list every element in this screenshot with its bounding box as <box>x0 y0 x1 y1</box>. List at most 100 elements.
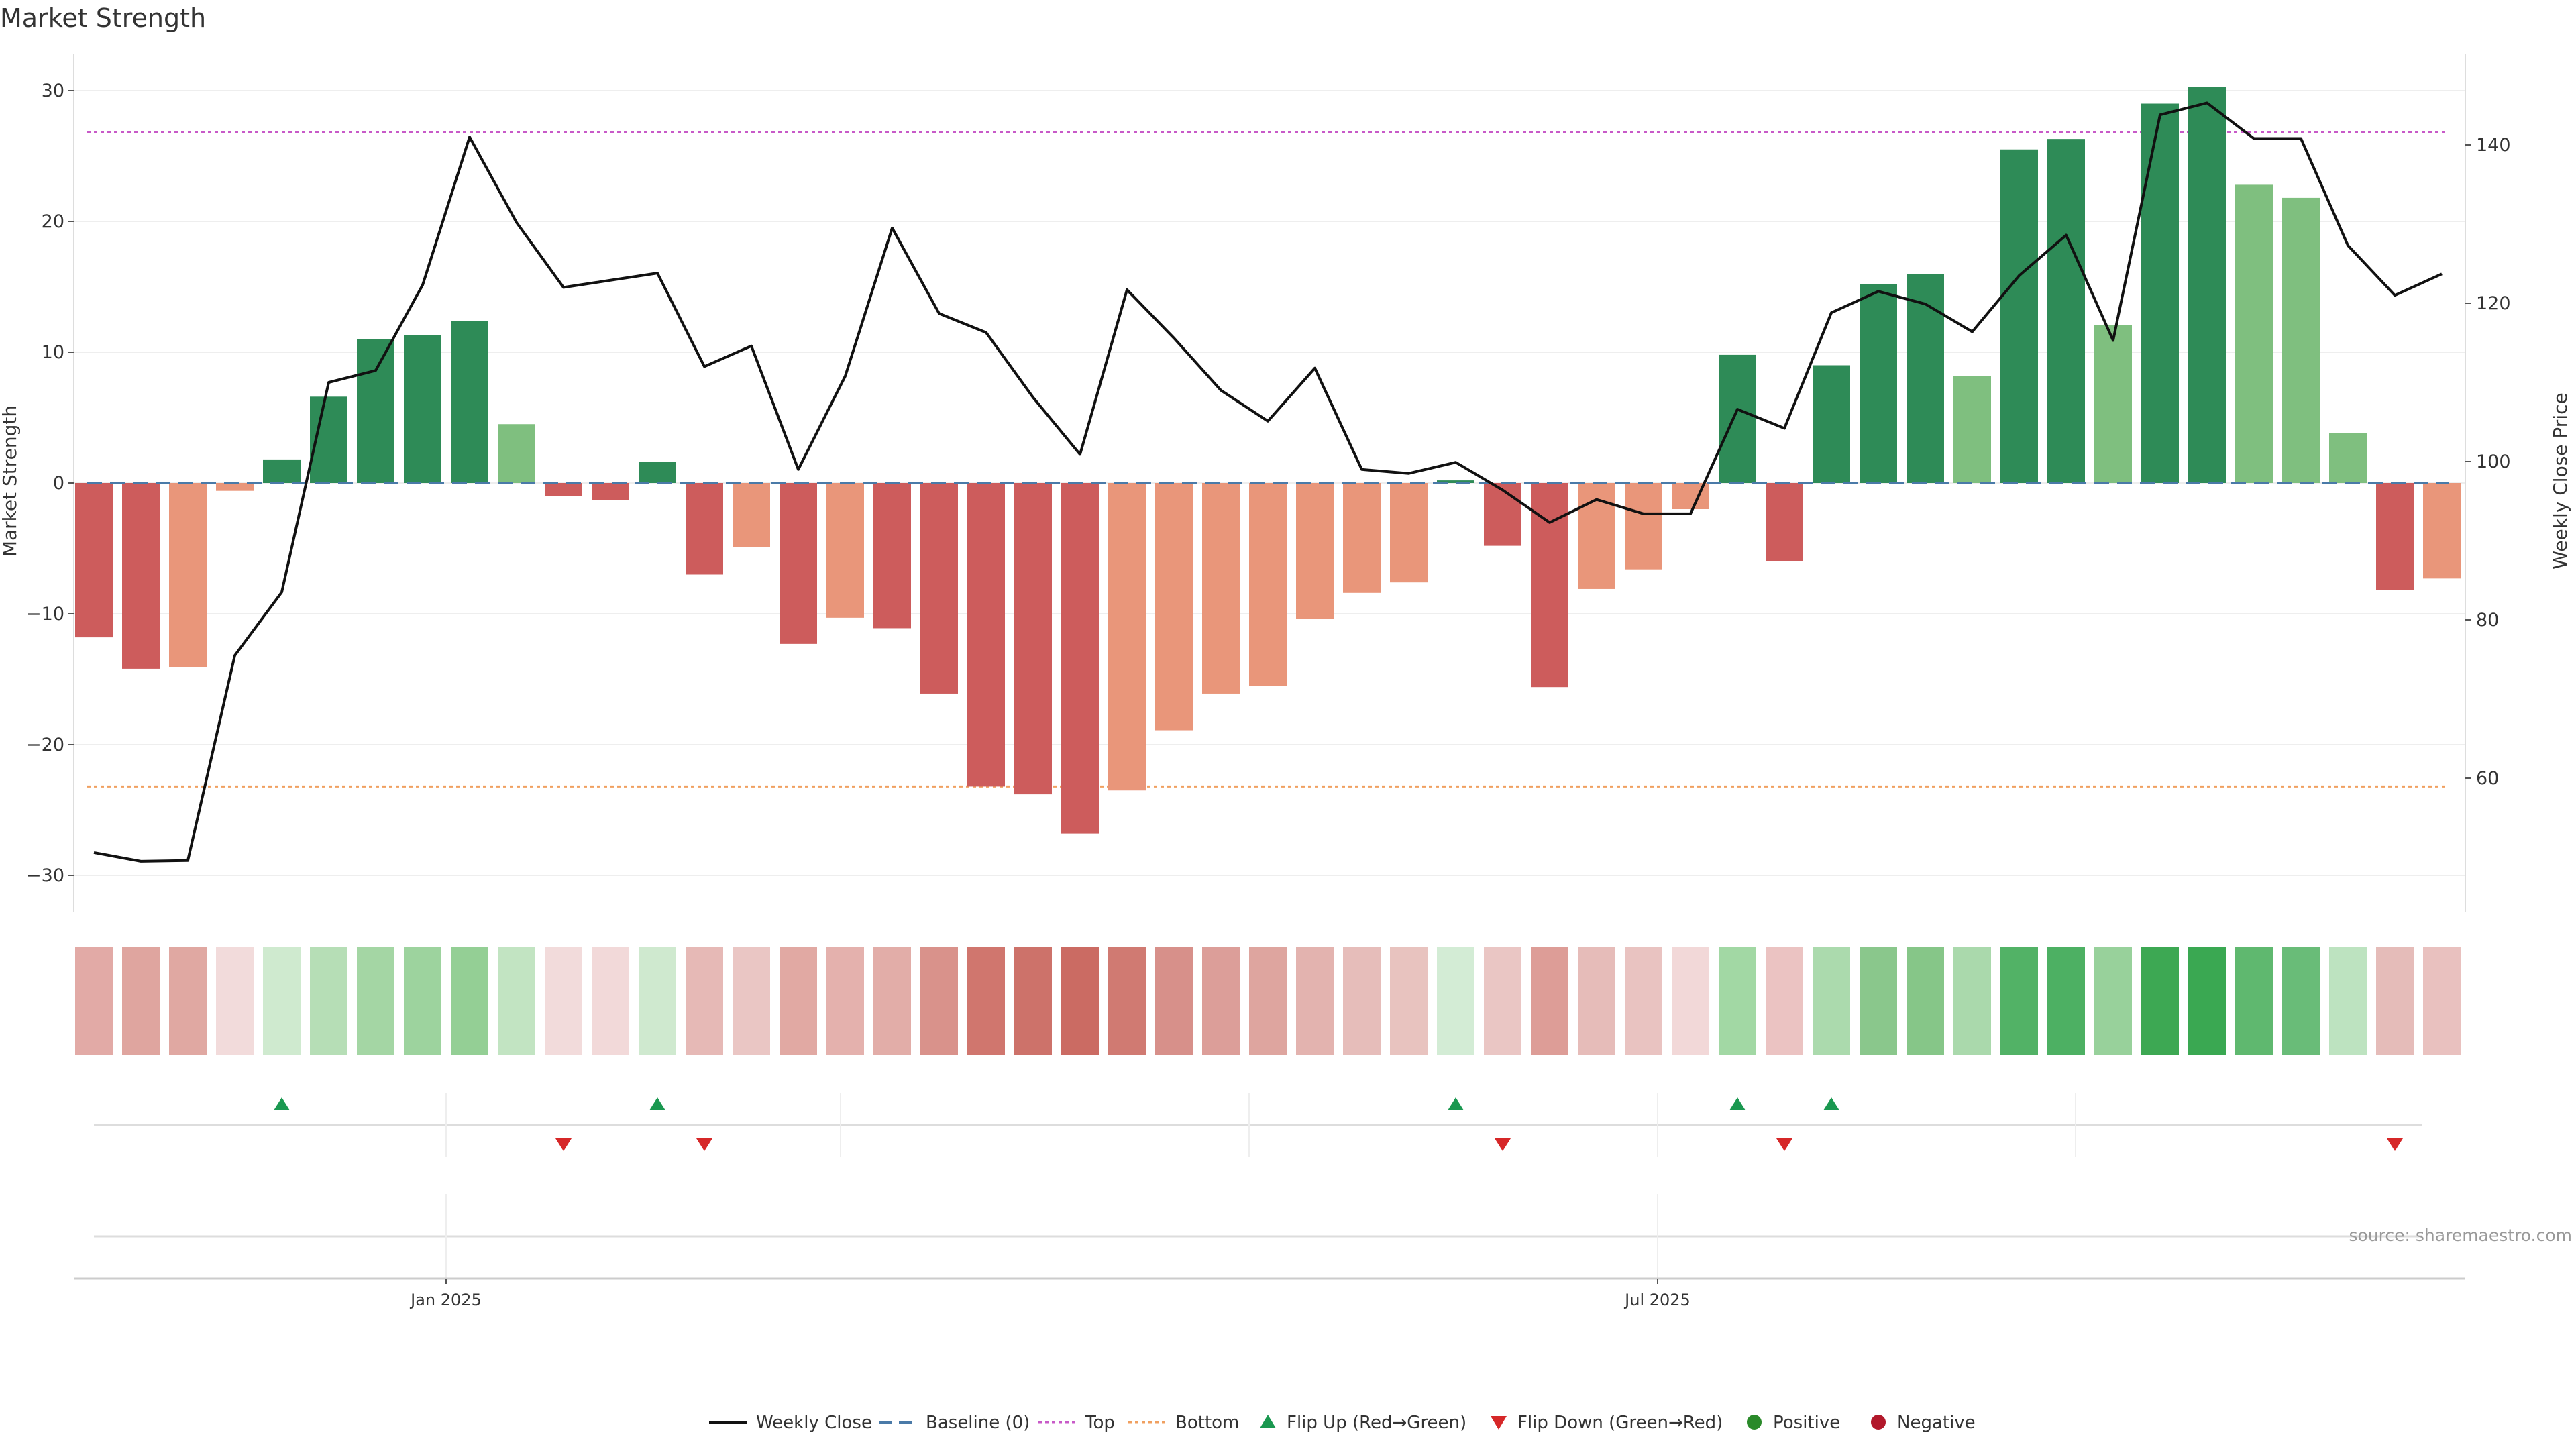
heat-cell <box>1155 947 1193 1055</box>
legend-negative-swatch <box>1871 1415 1886 1430</box>
heat-cell <box>169 947 207 1055</box>
heat-cell <box>545 947 582 1055</box>
strength-bar <box>873 483 911 629</box>
heat-cell <box>1061 947 1099 1055</box>
strength-bar <box>2094 325 2132 483</box>
heat-cell <box>920 947 958 1055</box>
heat-cell <box>592 947 629 1055</box>
strength-bar <box>920 483 958 694</box>
heat-cell <box>2376 947 2414 1055</box>
strength-bar <box>2141 103 2179 483</box>
legend-flip-down-swatch <box>1491 1416 1507 1430</box>
heat-cell <box>2282 947 2320 1055</box>
x-tick-label: Jan 2025 <box>409 1291 482 1309</box>
strength-bar <box>1155 483 1193 731</box>
flip-markers <box>94 1093 2422 1157</box>
heat-cell <box>1907 947 1944 1055</box>
heat-cell <box>451 947 488 1055</box>
weekly-close-line <box>93 101 2443 863</box>
y-tick-label: 10 <box>42 342 64 363</box>
heat-cell <box>1014 947 1052 1055</box>
flip-up-marker <box>274 1097 290 1110</box>
legend-label: Flip Down (Green→Red) <box>1517 1413 1723 1433</box>
flip-up-marker <box>1729 1097 1746 1110</box>
heat-cell <box>1953 947 1991 1055</box>
heat-cell <box>826 947 864 1055</box>
legend-label: Flip Up (Red→Green) <box>1287 1413 1466 1433</box>
y-tick-label: 0 <box>53 473 64 494</box>
heat-cell <box>1860 947 1897 1055</box>
heat-cell <box>2235 947 2273 1055</box>
strength-bar <box>1625 483 1662 570</box>
legend-label: Bottom <box>1175 1413 1239 1433</box>
strength-bar <box>592 483 629 500</box>
strength-bar <box>357 339 394 483</box>
heat-cell <box>1108 947 1146 1055</box>
y-tick-label: −20 <box>26 735 64 755</box>
heat-cell <box>686 947 723 1055</box>
strength-bar <box>1061 483 1099 834</box>
x-tick-label: Jul 2025 <box>1623 1291 1690 1309</box>
strength-bar <box>2282 197 2320 483</box>
heat-cell <box>1484 947 1521 1055</box>
strength-bar <box>1296 483 1334 619</box>
heat-cell <box>1672 947 1709 1055</box>
heat-cell <box>780 947 817 1055</box>
y-tick-label: −30 <box>26 865 64 886</box>
strength-bar <box>1343 483 1381 593</box>
heat-cell <box>2094 947 2132 1055</box>
x-axis: Jan 2025 Jul 2025 <box>74 1194 2465 1309</box>
heat-cell <box>1813 947 1850 1055</box>
strength-bar <box>2329 433 2367 483</box>
strength-bar <box>1860 284 1897 483</box>
heat-cell <box>2047 947 2085 1055</box>
heat-cell <box>1719 947 1756 1055</box>
y2-tick-label: 80 <box>2476 610 2499 631</box>
y-tick-label: −10 <box>26 604 64 625</box>
heat-cell <box>1249 947 1287 1055</box>
legend-label: Negative <box>1897 1413 1976 1433</box>
flip-down-marker <box>555 1138 572 1151</box>
heat-cell <box>357 947 394 1055</box>
legend-label: Weekly Close <box>756 1413 872 1433</box>
heat-cell <box>1531 947 1568 1055</box>
strength-bar <box>404 335 441 483</box>
heat-cell <box>733 947 770 1055</box>
legend-flip-up-swatch <box>1260 1415 1276 1428</box>
strength-bar <box>780 483 817 644</box>
strength-bar <box>2000 149 2038 483</box>
strength-bar <box>2376 483 2414 590</box>
strength-bar <box>1202 483 1240 694</box>
heat-cell <box>75 947 113 1055</box>
strength-bar <box>1719 354 1756 483</box>
strength-bar <box>826 483 864 618</box>
heat-cell <box>967 947 1005 1055</box>
bars <box>75 87 2461 834</box>
strength-bar <box>1766 483 1803 561</box>
heat-cell <box>498 947 535 1055</box>
strength-bar <box>122 483 160 669</box>
heat-cell <box>1625 947 1662 1055</box>
chart-title: Market Strength <box>0 3 206 33</box>
legend-label: Top <box>1085 1413 1115 1433</box>
legend-label: Baseline (0) <box>926 1413 1030 1433</box>
heat-cell <box>1296 947 1334 1055</box>
heat-cell <box>2000 947 2038 1055</box>
heat-cell <box>1578 947 1615 1055</box>
strength-bar <box>1907 274 1944 483</box>
strength-bar <box>2423 483 2461 579</box>
legend: Weekly Close Baseline (0) Top Bottom Flip Up… <box>709 1413 1976 1433</box>
price-line <box>93 101 2443 863</box>
strength-bar <box>498 424 535 483</box>
heat-cell <box>216 947 254 1055</box>
heat-cell <box>263 947 301 1055</box>
right-axis: 60 80 100 120 140 <box>2465 54 2511 912</box>
legend-label: Positive <box>1773 1413 1840 1433</box>
source-note: source: sharemaestro.com <box>2349 1226 2573 1245</box>
flip-down-marker <box>2387 1138 2403 1151</box>
flip-down-marker <box>696 1138 712 1151</box>
strength-bar <box>1813 365 1850 483</box>
strength-bar <box>1484 483 1521 546</box>
strength-bar <box>1108 483 1146 791</box>
